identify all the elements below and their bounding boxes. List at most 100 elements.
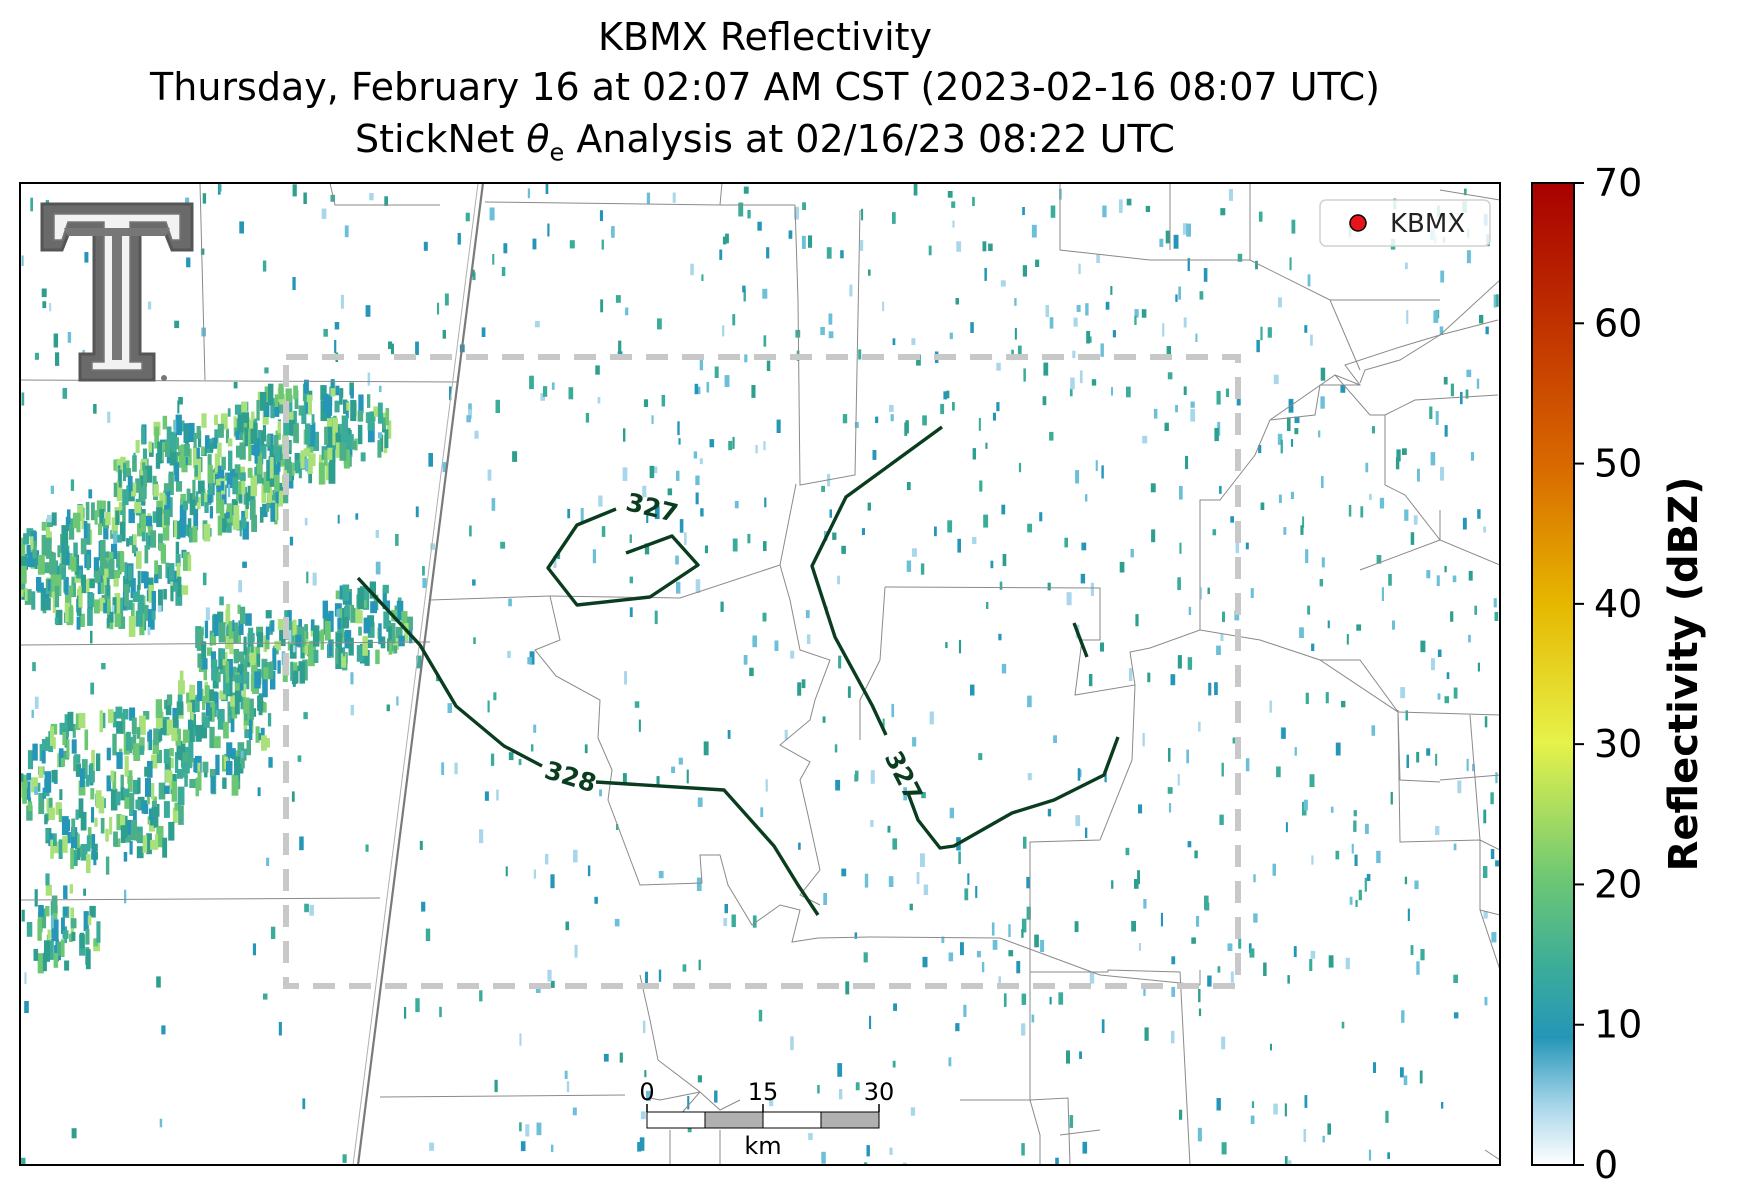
reflectivity-gate	[928, 245, 932, 256]
reflectivity-gate	[265, 639, 270, 650]
reflectivity-gate	[243, 487, 247, 505]
reflectivity-gate	[1077, 768, 1081, 781]
reflectivity-gate	[1437, 693, 1441, 700]
reflectivity-gate	[310, 619, 315, 631]
reflectivity-gate	[1191, 937, 1196, 944]
reflectivity-gate	[294, 390, 299, 409]
reflectivity-gate	[51, 512, 57, 526]
reflectivity-gate	[1134, 315, 1137, 325]
reflectivity-gate	[135, 478, 141, 493]
reflectivity-gate	[170, 585, 174, 602]
reflectivity-gate	[87, 608, 93, 626]
reflectivity-gate	[1417, 468, 1420, 482]
reflectivity-gate	[496, 789, 499, 801]
reflectivity-gate	[1348, 504, 1352, 517]
reflectivity-gate	[151, 607, 156, 620]
reflectivity-gate	[166, 719, 173, 735]
reflectivity-gate	[123, 460, 130, 473]
reflectivity-gate	[328, 640, 333, 657]
reflectivity-gate	[181, 585, 189, 595]
reflectivity-gate	[192, 526, 198, 543]
reflectivity-gate	[1066, 592, 1072, 606]
reflectivity-gate	[1018, 462, 1022, 473]
reflectivity-gate	[367, 372, 371, 386]
reflectivity-gate	[126, 731, 131, 751]
scale-label-15: 15	[748, 1078, 779, 1106]
reflectivity-gate	[1345, 957, 1350, 970]
reflectivity-gate	[1460, 391, 1463, 405]
reflectivity-gate	[1235, 540, 1240, 554]
reflectivity-gate	[228, 450, 233, 471]
reflectivity-gate	[154, 560, 159, 582]
reflectivity-gate	[78, 585, 82, 608]
reflectivity-gate	[687, 1096, 690, 1110]
reflectivity-gate	[213, 736, 221, 749]
reflectivity-gate	[1263, 962, 1267, 976]
reflectivity-gate	[842, 414, 848, 424]
reflectivity-gate	[259, 392, 267, 411]
reflectivity-gate	[1143, 899, 1147, 909]
reflectivity-gate	[1203, 268, 1208, 282]
reflectivity-gate	[36, 782, 41, 792]
reflectivity-gate	[1196, 915, 1200, 927]
reflectivity-gate	[421, 901, 426, 912]
reflectivity-gate	[1493, 294, 1497, 308]
reflectivity-gate	[992, 940, 998, 950]
reflectivity-gate	[304, 379, 309, 394]
reflectivity-gate	[996, 362, 1001, 371]
reflectivity-gate	[657, 318, 662, 330]
reflectivity-gate	[585, 412, 590, 423]
reflectivity-gate	[1190, 401, 1195, 408]
reflectivity-gate	[97, 582, 101, 595]
reflectivity-gate	[238, 580, 242, 593]
reflectivity-gate	[574, 944, 578, 958]
reflectivity-gate	[1198, 721, 1201, 732]
reflectivity-gate	[1258, 211, 1263, 222]
reflectivity-gate	[1477, 509, 1481, 519]
reflectivity-gate	[1000, 280, 1006, 287]
reflectivity-gate	[111, 543, 118, 559]
reflectivity-gate	[278, 404, 285, 414]
reflectivity-gate	[1069, 1115, 1074, 1128]
reflectivity-gate	[219, 648, 226, 660]
reflectivity-gate	[179, 670, 184, 684]
reflectivity-gate	[54, 574, 62, 596]
reflectivity-gate	[357, 424, 363, 445]
reflectivity-gate	[547, 969, 552, 982]
reflectivity-gate	[203, 493, 211, 504]
reflectivity-gate	[858, 349, 862, 360]
reflectivity-gate	[762, 612, 767, 622]
reflectivity-gate	[213, 691, 218, 709]
reflectivity-gate	[1187, 258, 1190, 271]
reflectivity-gate	[1406, 310, 1409, 324]
theta-symbol: θ	[526, 117, 550, 161]
reflectivity-gate	[189, 779, 196, 788]
reflectivity-gate	[226, 472, 233, 489]
reflectivity-gate	[113, 574, 119, 587]
reflectivity-gate	[347, 434, 354, 450]
reflectivity-gate	[797, 682, 802, 696]
reflectivity-gate	[168, 821, 175, 841]
reflectivity-gate	[145, 465, 153, 483]
reflectivity-gate	[375, 649, 380, 665]
reflectivity-gate	[882, 301, 885, 311]
reflectivity-gate	[272, 489, 277, 506]
reflectivity-gate	[194, 465, 198, 477]
reflectivity-gate	[209, 506, 213, 519]
reflectivity-gate	[835, 779, 841, 791]
reflectivity-gate	[53, 333, 59, 348]
reflectivity-gate	[34, 786, 38, 795]
reflectivity-gate	[232, 666, 237, 682]
reflectivity-gate	[902, 1162, 907, 1165]
reflectivity-gate	[763, 335, 767, 347]
reflectivity-gate	[276, 482, 284, 492]
reflectivity-gate	[113, 459, 117, 471]
reflectivity-gate	[124, 562, 128, 579]
reflectivity-gate	[776, 419, 781, 433]
reflectivity-gate	[732, 538, 738, 552]
reflectivity-gate	[75, 713, 81, 730]
reflectivity-gate	[34, 352, 39, 360]
reflectivity-gate	[124, 793, 130, 809]
reflectivity-gate	[153, 484, 159, 497]
reflectivity-gate	[71, 556, 77, 572]
